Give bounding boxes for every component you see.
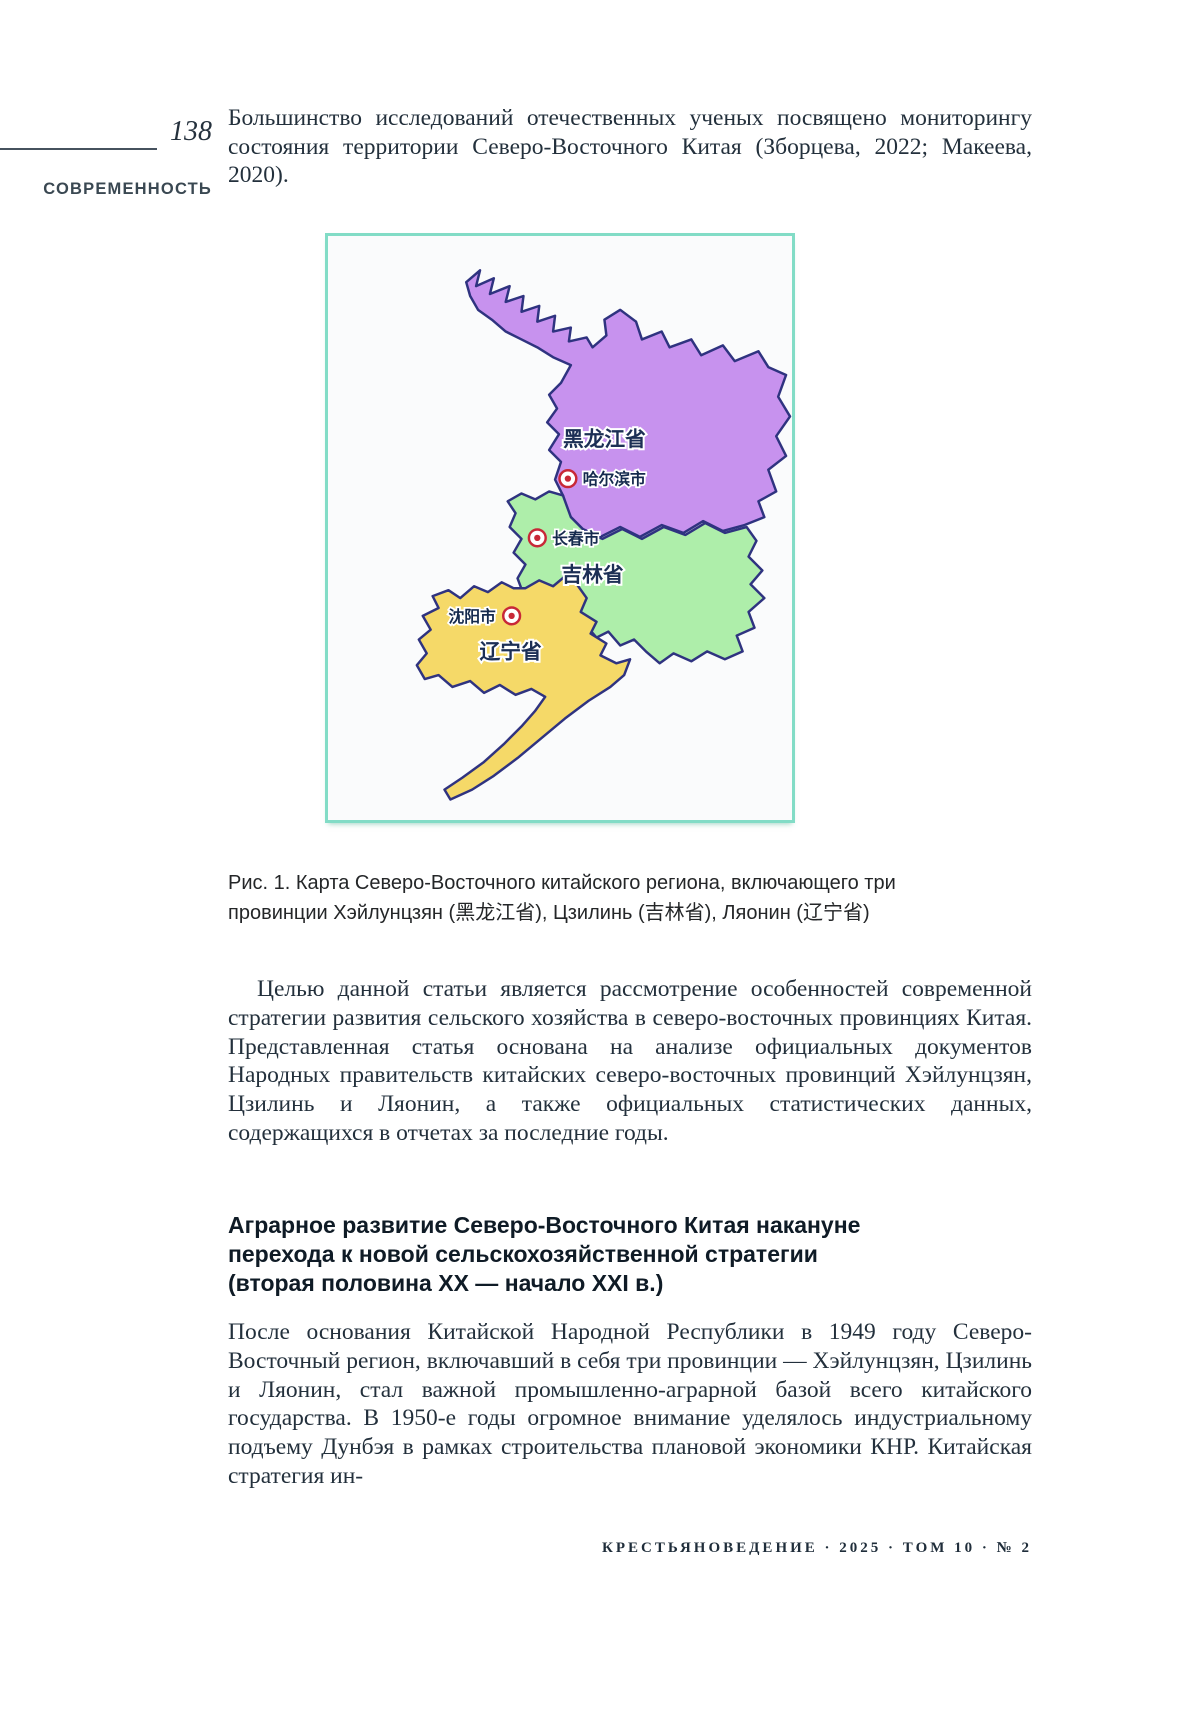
body-paragraph-2: Целью данной статьи является рассмотрени… [228, 976, 1032, 1146]
northeast-china-map-image: 黑龙江省 吉林省 辽宁省 哈尔滨市 长春市 沈阳市 [415, 269, 792, 801]
city-label-harbin: 哈尔滨市 [583, 470, 646, 489]
body-paragraph-3: После основания Китайской Народной Респу… [228, 1319, 1032, 1489]
figure-map-frame: 黑龙江省 吉林省 辽宁省 哈尔滨市 长春市 沈阳市 [325, 233, 795, 824]
city-marker-changchun-icon [527, 528, 547, 548]
city-label-shenyang: 沈阳市 [448, 607, 496, 626]
journal-footer: КРЕСТЬЯНОВЕДЕНИЕ · 2025 · ТОМ 10 · № 2 [601, 1539, 1032, 1556]
province-label-jilin: 吉林省 [561, 562, 623, 586]
margin-rule [0, 148, 157, 150]
page-number: 138 [170, 116, 212, 147]
province-label-heilongjiang: 黑龙江省 [563, 427, 646, 451]
text-column: Большинство исследований отечественных у… [228, 104, 1032, 1557]
province-label-liaoning: 辽宁省 [480, 639, 542, 663]
body-paragraph-1: Большинство исследований отечественных у… [228, 105, 1032, 189]
city-marker-shenyang-icon [502, 606, 522, 626]
section-heading: Аграрное развитие Северо-Восточного Кита… [228, 1212, 861, 1297]
city-label-changchun: 长春市 [552, 529, 600, 548]
figure-caption: Рис. 1. Карта Северо-Восточного китайско… [228, 872, 896, 925]
province-liaoning [415, 575, 632, 801]
city-marker-harbin-icon [558, 469, 578, 489]
rubric-label: СОВРЕМЕННОСТЬ [43, 180, 212, 198]
province-heilongjiang [464, 269, 792, 539]
